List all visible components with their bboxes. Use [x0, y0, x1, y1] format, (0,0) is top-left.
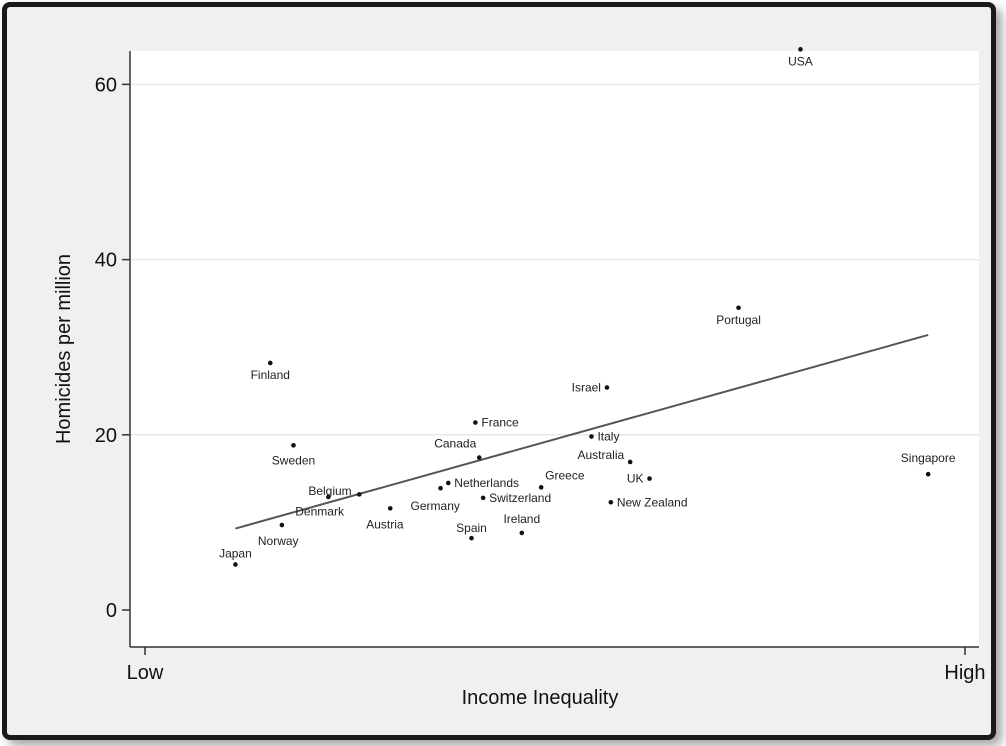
y-tick-label: 0	[106, 600, 117, 622]
point-label: UK	[627, 472, 644, 486]
data-point	[627, 459, 633, 465]
point-label: Austria	[366, 517, 404, 531]
data-point	[480, 495, 486, 501]
point-label: Portugal	[716, 313, 761, 327]
point-label: Japan	[219, 546, 252, 560]
point-label: Italy	[597, 430, 619, 444]
data-point	[538, 485, 544, 490]
data-point	[608, 499, 614, 505]
x-tick-label: High	[944, 662, 985, 684]
plot-area	[130, 51, 979, 647]
point-label: Greece	[545, 468, 585, 482]
point-label: Sweden	[272, 453, 315, 467]
chart-frame: 0 20 40 60 Low High USA Portugal Finland Israel…	[2, 2, 996, 740]
y-tick-label: 60	[95, 74, 117, 96]
data-point	[279, 522, 285, 528]
data-point	[356, 492, 362, 497]
point-label: Finland	[251, 368, 290, 382]
data-point	[519, 530, 525, 536]
data-point	[589, 434, 594, 439]
point-label: Denmark	[295, 504, 345, 518]
data-point	[469, 535, 474, 541]
data-point	[604, 385, 610, 390]
x-tick-label: Low	[127, 662, 164, 684]
data-point	[647, 476, 652, 481]
point-label: New Zealand	[617, 495, 688, 509]
scatter-chart: 0 20 40 60 Low High USA Portugal Finland Israel…	[53, 47, 986, 709]
point-label: Israel	[572, 380, 601, 394]
data-point	[438, 485, 443, 491]
point-label: Spain	[456, 521, 487, 535]
point-label: Belgium	[308, 484, 351, 498]
point-label: Germany	[411, 499, 460, 513]
data-point	[233, 562, 238, 567]
data-point	[736, 305, 741, 311]
data-point	[387, 506, 393, 511]
point-label: USA	[788, 54, 813, 68]
data-point	[925, 471, 931, 477]
data-point	[326, 494, 331, 500]
point-label: Australia	[577, 448, 624, 462]
point-label: France	[481, 416, 519, 430]
data-point	[473, 420, 478, 425]
y-tick-label: 20	[95, 425, 117, 447]
y-tick-label: 40	[95, 250, 117, 272]
data-point	[798, 47, 803, 52]
data-point	[267, 360, 273, 366]
point-label: Norway	[258, 534, 299, 548]
point-label: Canada	[434, 437, 476, 451]
point-label: Ireland	[503, 512, 540, 526]
x-axis-title: Income Inequality	[462, 687, 619, 709]
data-point	[291, 443, 296, 448]
data-point	[476, 455, 482, 460]
point-label: Singapore	[901, 451, 956, 465]
y-axis-title: Homicides per million	[53, 254, 75, 444]
point-label: Netherlands	[454, 476, 519, 490]
fit-line	[235, 333, 929, 530]
data-point	[445, 480, 451, 486]
point-label: Switzerland	[489, 491, 551, 505]
